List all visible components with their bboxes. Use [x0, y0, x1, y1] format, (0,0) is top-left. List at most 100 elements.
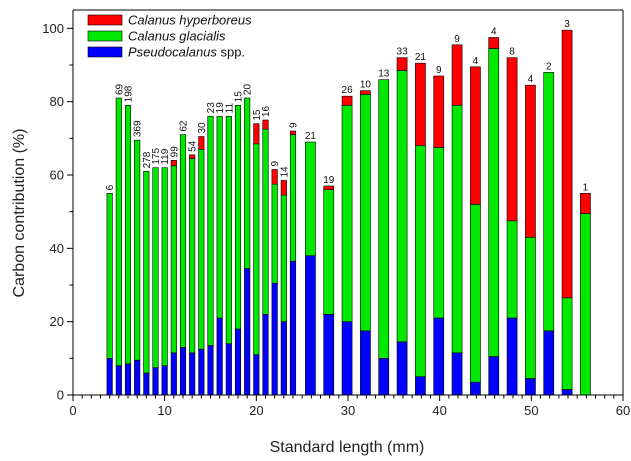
bar-count-label-18: 9	[270, 161, 281, 167]
bar-count-label-25: 13	[378, 69, 390, 80]
bar-pseudocalanus-17	[262, 314, 269, 396]
bar-glacialis-30	[470, 204, 481, 383]
y-tick-label-80: 80	[50, 94, 64, 109]
bar-glacialis-27	[415, 145, 426, 377]
bar-hyperboreus-9	[189, 154, 196, 159]
bar-pseudocalanus-25	[378, 358, 390, 396]
bar-count-labels: 6691983692781751199962543023191115201516…	[105, 19, 588, 193]
bars-layer	[106, 29, 591, 396]
bar-pseudocalanus-6	[161, 365, 168, 396]
bar-pseudocalanus-23	[341, 321, 353, 396]
bar-pseudocalanus-3	[134, 359, 141, 396]
bar-count-label-20: 9	[289, 122, 300, 128]
bar-pseudocalanus-24	[360, 330, 371, 396]
bar-pseudocalanus-2	[124, 363, 132, 396]
y-axis-title: Carbon contribution (%)	[11, 129, 28, 298]
bar-count-label-26: 33	[397, 47, 409, 58]
bar-pseudocalanus-13	[225, 343, 232, 396]
bar-pseudocalanus-8	[179, 347, 187, 396]
bar-count-label-12: 19	[215, 102, 226, 114]
legend-label-0: Calanus hyperboreus	[128, 13, 252, 28]
bar-pseudocalanus-11	[207, 345, 214, 396]
bar-glacialis-22	[323, 189, 335, 315]
bar-hyperboreus-36	[580, 193, 591, 214]
bar-glacialis-20	[289, 134, 297, 262]
x-tick-label-0: 0	[69, 403, 76, 418]
bar-glacialis-2	[124, 105, 132, 365]
bar-count-label-1: 69	[114, 83, 125, 95]
bar-count-label-10: 30	[197, 122, 208, 134]
bar-pseudocalanus-33	[525, 378, 536, 396]
legend-swatch-0	[87, 14, 123, 26]
bar-hyperboreus-22	[323, 185, 335, 190]
y-tick-label-60: 60	[50, 168, 64, 183]
bar-pseudocalanus-22	[323, 314, 335, 396]
bar-pseudocalanus-9	[189, 352, 196, 396]
bar-pseudocalanus-19	[280, 321, 287, 396]
bar-glacialis-19	[280, 194, 287, 322]
x-tick-label-40: 40	[432, 403, 446, 418]
y-tick-label-100: 100	[42, 21, 64, 36]
legend-label-suffix-2: spp.	[217, 45, 245, 60]
bar-pseudocalanus-5	[152, 367, 159, 396]
bar-pseudocalanus-14	[234, 328, 242, 396]
x-axis-title: Standard length (mm)	[270, 439, 425, 456]
bar-count-label-31: 4	[491, 27, 497, 38]
bar-glacialis-3	[134, 139, 141, 361]
bar-pseudocalanus-27	[415, 376, 426, 396]
bar-glacialis-14	[234, 105, 242, 330]
bar-glacialis-13	[225, 116, 232, 344]
bar-glacialis-34	[543, 72, 555, 332]
bar-pseudocalanus-28	[433, 317, 445, 396]
bar-hyperboreus-28	[433, 75, 445, 148]
bar-pseudocalanus-16	[253, 354, 260, 396]
bar-glacialis-36	[580, 213, 591, 396]
bar-hyperboreus-24	[360, 90, 371, 95]
bar-hyperboreus-23	[341, 95, 353, 106]
bar-hyperboreus-20	[289, 130, 297, 135]
bar-pseudocalanus-1	[115, 365, 122, 396]
bar-pseudocalanus-10	[198, 348, 205, 396]
bar-glacialis-16	[253, 143, 260, 355]
bar-count-label-2: 198	[124, 85, 135, 102]
bar-count-label-28: 9	[436, 65, 442, 76]
legend-label-italic-0: Calanus hyperboreus	[128, 13, 252, 28]
bar-hyperboreus-32	[506, 57, 518, 222]
bar-count-label-6: 119	[160, 148, 171, 164]
bar-glacialis-18	[271, 183, 278, 284]
bar-glacialis-8	[179, 134, 187, 348]
bar-count-label-24: 10	[360, 80, 372, 91]
bar-glacialis-29	[451, 105, 463, 354]
x-tick-label-30: 30	[341, 403, 355, 418]
bar-glacialis-32	[506, 220, 518, 319]
bar-count-label-33: 4	[528, 74, 534, 85]
legend-swatch-2	[87, 46, 123, 58]
y-tick-label-40: 40	[50, 241, 64, 256]
bar-pseudocalanus-30	[470, 381, 481, 396]
bar-count-label-9: 54	[188, 140, 199, 152]
bar-hyperboreus-16	[253, 123, 260, 145]
bar-glacialis-17	[262, 128, 269, 315]
bar-pseudocalanus-29	[451, 352, 463, 396]
bar-pseudocalanus-15	[244, 268, 251, 396]
bar-pseudocalanus-31	[488, 356, 500, 396]
bar-count-label-16: 15	[252, 109, 263, 121]
bar-count-label-34: 2	[546, 61, 552, 72]
bar-count-label-27: 21	[415, 52, 427, 63]
bar-count-label-22: 19	[323, 175, 335, 186]
bar-count-label-4: 278	[142, 151, 153, 168]
bar-count-label-21: 21	[305, 131, 317, 142]
bar-glacialis-15	[244, 97, 251, 269]
bar-glacialis-35	[561, 297, 573, 390]
bar-count-label-14: 15	[234, 91, 245, 103]
legend-label-italic-1: Calanus glacialis	[128, 29, 226, 44]
bar-glacialis-0	[106, 193, 113, 359]
bar-hyperboreus-27	[415, 62, 426, 146]
bar-pseudocalanus-0	[106, 358, 113, 396]
bar-glacialis-12	[216, 116, 223, 319]
bar-glacialis-11	[207, 116, 214, 346]
y-tick-label-0: 0	[57, 388, 64, 403]
bar-glacialis-4	[143, 171, 150, 374]
